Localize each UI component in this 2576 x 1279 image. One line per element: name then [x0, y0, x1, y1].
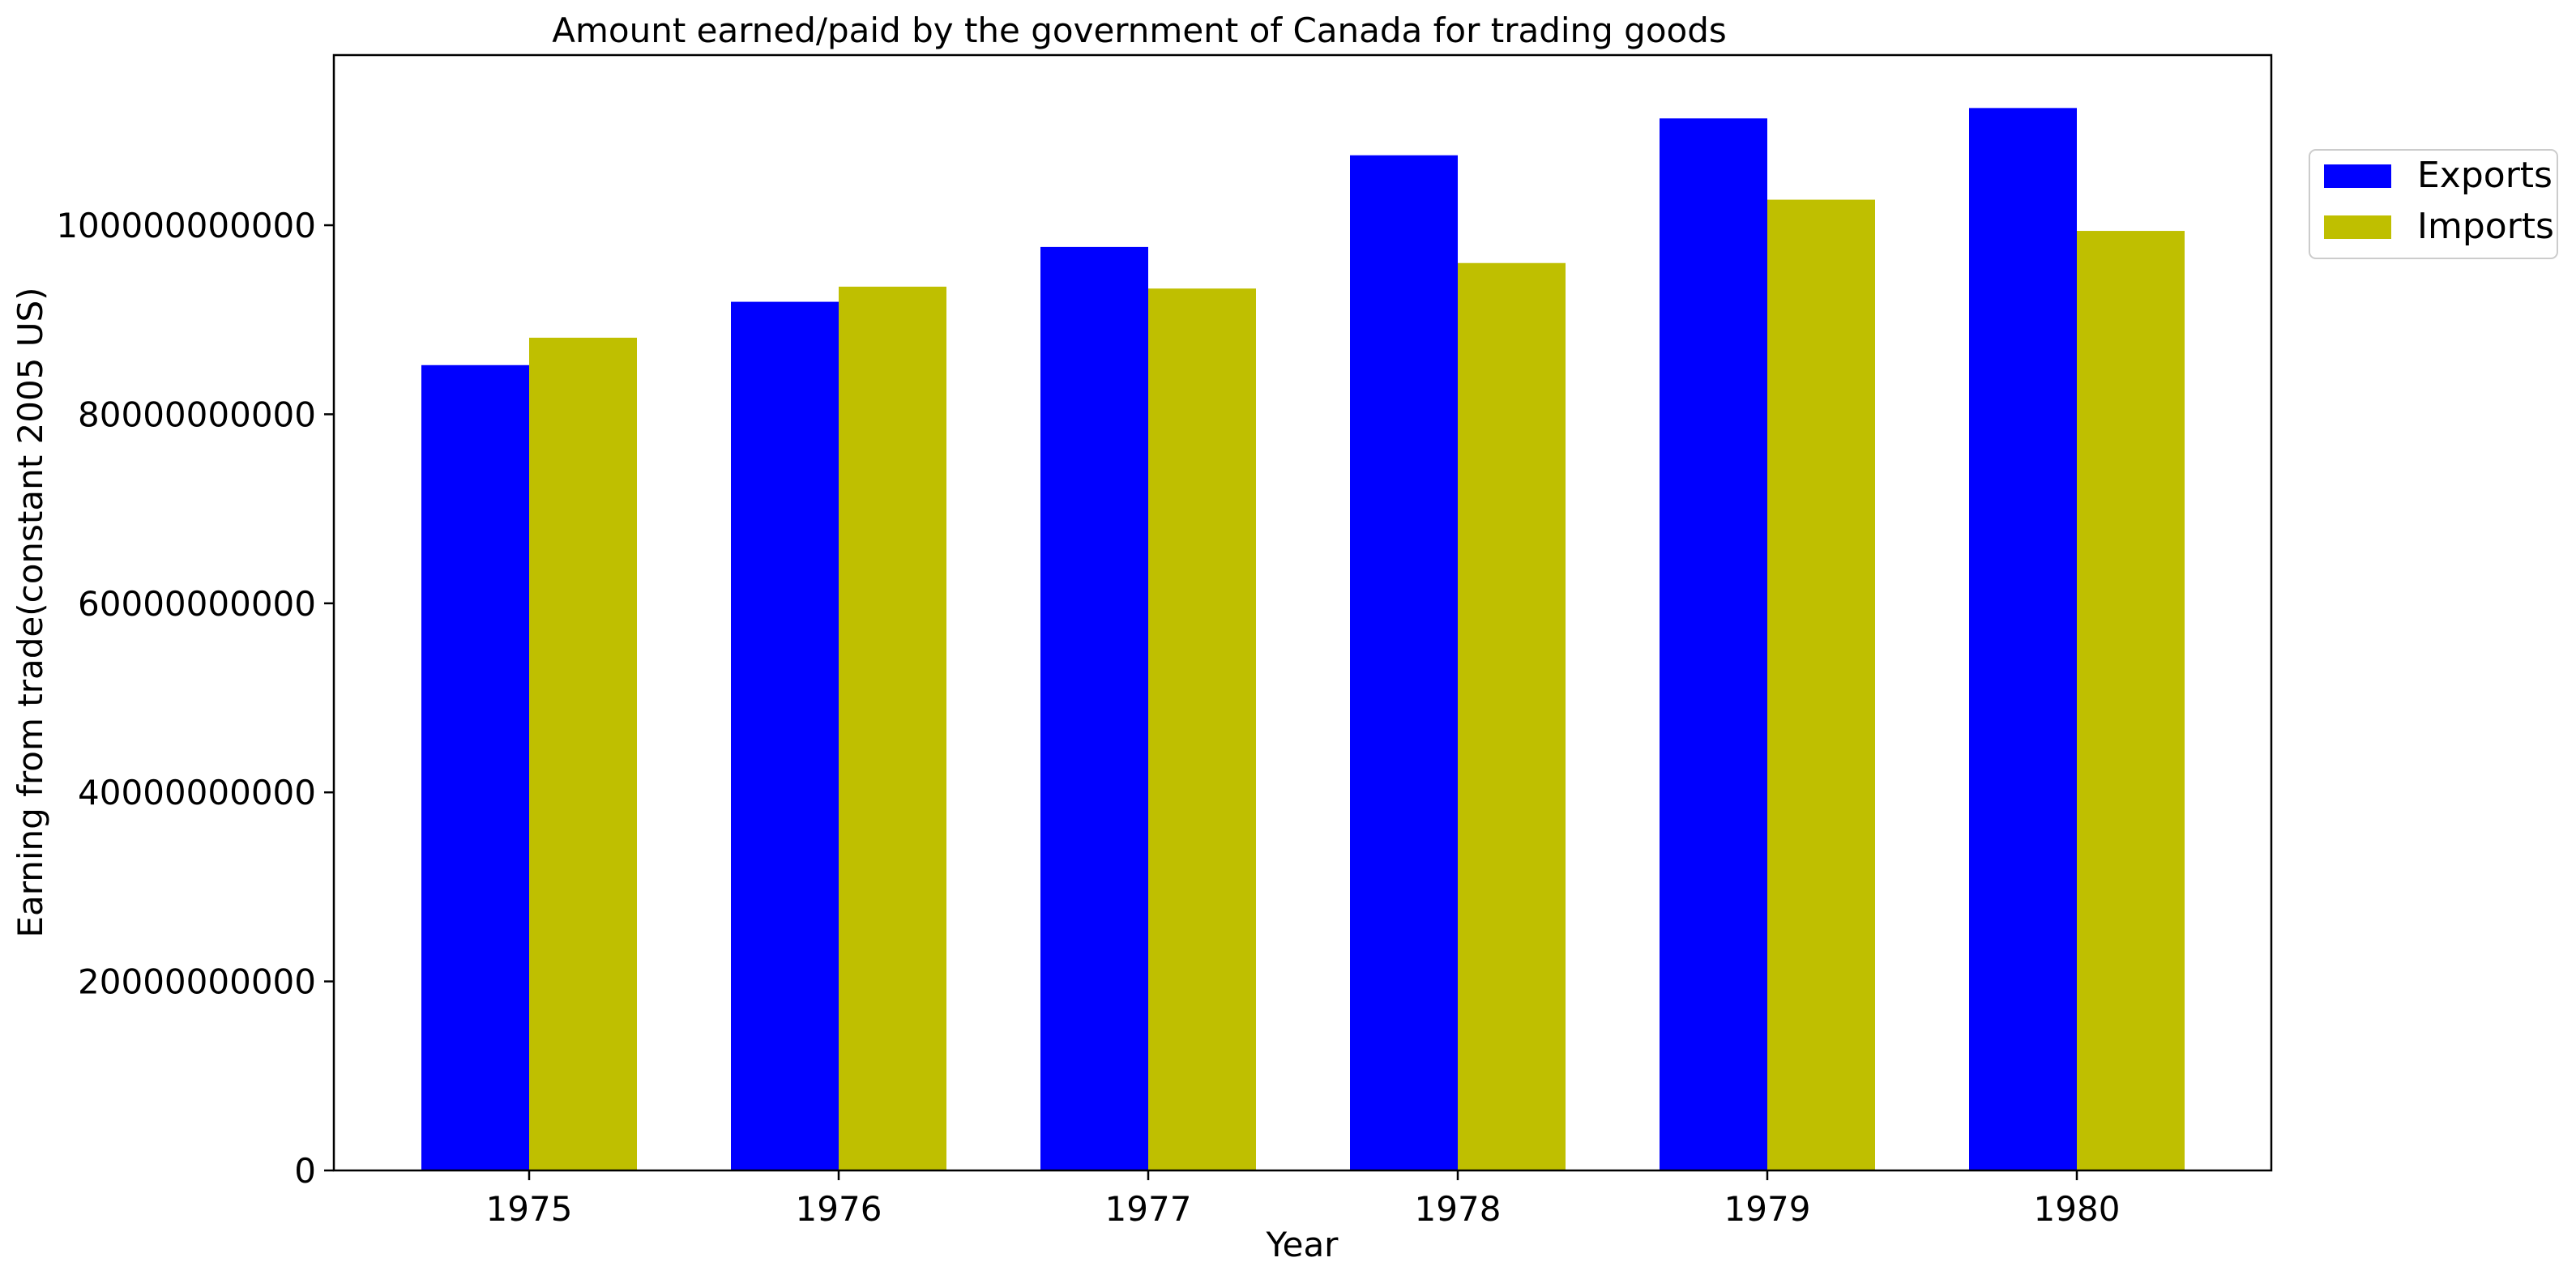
- y-tick-label-2: 40000000000: [78, 773, 316, 812]
- x-tick-label-1979: 1979: [1724, 1189, 1811, 1229]
- bar-exports-1976: [731, 301, 839, 1170]
- bar-imports-1977: [1148, 288, 1256, 1170]
- x-axis-label: Year: [1266, 1225, 1339, 1264]
- bar-exports-1977: [1040, 246, 1148, 1171]
- bar-exports-1979: [1660, 118, 1767, 1171]
- y-axis-label: Earning from trade(constant 2005 US): [11, 287, 50, 937]
- bar-exports-1975: [421, 365, 529, 1171]
- plot-area: 1975 1976 1977 1978 1979 1980 0 20000000000 4000…: [56, 108, 2185, 1229]
- chart-title: Amount earned/paid by the government of …: [552, 11, 1727, 50]
- bar-imports-1975: [529, 337, 637, 1171]
- bar-imports-1978: [1458, 262, 1566, 1171]
- x-tick-label-1975: 1975: [486, 1189, 573, 1229]
- bar-exports-1978: [1350, 155, 1458, 1170]
- y-tick-label-5: 100000000000: [56, 206, 316, 245]
- x-tick-label-1976: 1976: [796, 1189, 882, 1229]
- y-tick-label-3: 60000000000: [78, 584, 316, 624]
- bar-exports-1980: [1969, 108, 2077, 1171]
- y-tick-label-1: 20000000000: [78, 962, 316, 1002]
- legend-label-exports: Exports: [2417, 155, 2553, 196]
- bar-imports-1979: [1767, 199, 1875, 1170]
- x-tick-label-1977: 1977: [1105, 1189, 1192, 1229]
- plot-frame: [332, 53, 2273, 1172]
- bar-imports-1976: [839, 286, 946, 1170]
- x-tick-label-1980: 1980: [2034, 1189, 2121, 1229]
- legend: Exports Imports: [2309, 149, 2558, 259]
- legend-label-imports: Imports: [2417, 206, 2554, 247]
- bar-imports-1980: [2077, 231, 2185, 1171]
- legend-swatch-imports: [2324, 215, 2391, 239]
- y-tick-label-0: 0: [294, 1151, 316, 1191]
- y-tick-label-4: 80000000000: [78, 394, 316, 434]
- x-tick-label-1978: 1978: [1415, 1189, 1502, 1229]
- legend-swatch-exports: [2324, 164, 2391, 188]
